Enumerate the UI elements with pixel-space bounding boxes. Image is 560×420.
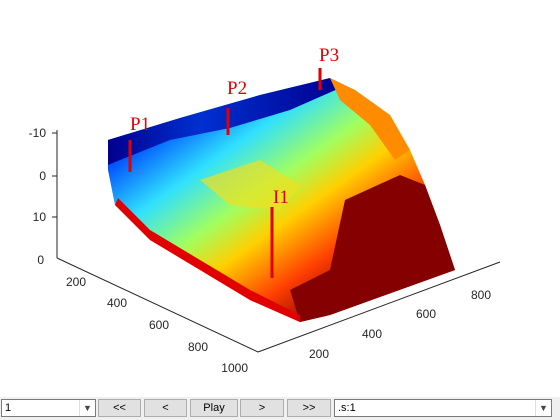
select-value: 1 (5, 402, 12, 414)
x-tick-label: 1000 (221, 361, 248, 375)
x-tick-label: 600 (149, 318, 169, 332)
plot: P1 P2 P3 I1 -10 0 10 0 200 400 600 800 1… (29, 45, 501, 375)
well-label: P2 (227, 78, 247, 99)
well-label: P3 (319, 45, 339, 66)
z-tick-label: -10 (29, 126, 47, 140)
step-select[interactable]: 1 ▼ (1, 399, 96, 417)
axes (52, 130, 501, 353)
button[interactable]: >> (287, 399, 331, 417)
well-label: P1 (130, 114, 150, 135)
button[interactable]: < (144, 399, 187, 417)
z-tick-label: 0 (39, 169, 46, 183)
property-select[interactable]: .s:1 ▼ (334, 399, 552, 417)
select-value: .s:1 (338, 402, 356, 414)
reservoir-grid (108, 78, 455, 322)
z-tick-label: 10 (33, 210, 47, 224)
y-tick-label: 400 (362, 327, 382, 341)
wells (128, 68, 322, 278)
x-tick-label: 400 (107, 296, 127, 310)
x-tick-label: 200 (66, 275, 86, 289)
dropdown-arrow: ▼ (79, 400, 95, 416)
button[interactable]: > (240, 399, 284, 417)
toolbar: 1 ▼ << < Play > >> .s:1 ▼ (0, 397, 560, 420)
x-tick-label: 0 (37, 253, 44, 267)
y-tick-label: 600 (416, 307, 436, 321)
y-tick-label: 200 (309, 347, 329, 361)
x-tick-label: 800 (188, 340, 208, 354)
y-tick-label: 800 (471, 288, 491, 302)
button[interactable]: Play (190, 399, 238, 417)
dropdown-arrow: ▼ (535, 400, 551, 416)
well-label: I1 (273, 187, 289, 208)
button[interactable]: << (98, 399, 141, 417)
